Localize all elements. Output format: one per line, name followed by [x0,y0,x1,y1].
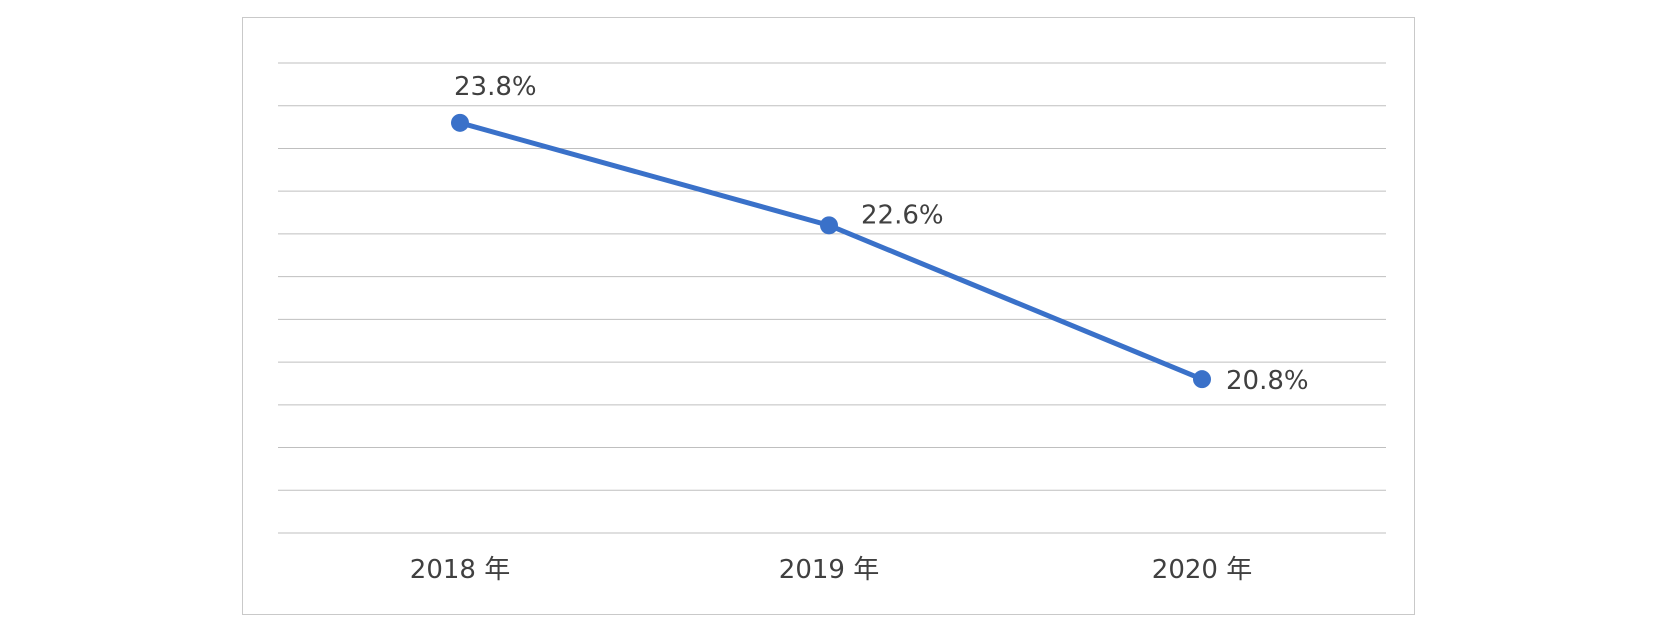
data-point [1193,370,1211,389]
data-labels: 23.8% 22.6% 20.8% [454,72,1309,396]
x-axis-ticks: 2018 年 2019 年 2020 年 [410,555,1252,585]
series-line [457,120,1205,382]
data-point [820,216,838,235]
x-tick-label: 2020 年 [1152,555,1252,585]
gridlines [278,62,1386,534]
data-label: 23.8% [454,72,537,102]
data-label: 20.8% [1226,366,1309,396]
chart-frame [242,17,1415,615]
data-point [451,113,469,132]
series [451,113,1211,389]
x-tick-label: 2019 年 [779,555,879,585]
x-tick-label: 2018 年 [410,555,510,585]
data-label: 22.6% [861,200,944,230]
